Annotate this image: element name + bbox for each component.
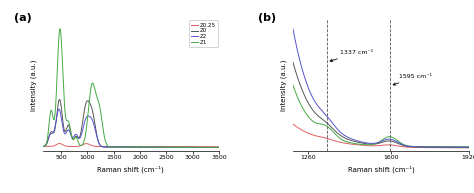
Z0.25	[185, 146, 191, 148]
Z2	[72, 134, 78, 136]
Z2	[216, 146, 222, 149]
Z2	[155, 146, 160, 149]
Text: (b): (b)	[258, 13, 276, 23]
Z1	[72, 137, 78, 139]
Z0.25	[172, 146, 177, 148]
X-axis label: Raman shift (cm⁻¹): Raman shift (cm⁻¹)	[98, 165, 164, 173]
Z2	[185, 146, 191, 149]
Z0	[172, 146, 177, 148]
Z2	[107, 146, 113, 148]
Z0	[40, 145, 46, 148]
Z0.25	[107, 145, 113, 148]
Line: Z1: Z1	[43, 29, 219, 147]
Y-axis label: Intensity (a.u.): Intensity (a.u.)	[281, 59, 287, 111]
Z0	[185, 146, 191, 148]
Z1	[172, 146, 177, 148]
Z1	[40, 145, 46, 148]
Z0	[107, 146, 113, 148]
Legend: Z0.25, Z0, Z2, Z1: Z0.25, Z0, Z2, Z1	[189, 20, 218, 47]
Line: Z2: Z2	[43, 109, 219, 148]
Text: (a): (a)	[14, 13, 32, 23]
Z0.25	[155, 146, 160, 148]
Z2	[172, 146, 177, 149]
Z0	[155, 146, 160, 148]
Z0.25	[72, 145, 78, 148]
Z0	[72, 136, 78, 139]
Text: 1595 cm⁻¹: 1595 cm⁻¹	[393, 74, 432, 85]
Z1	[57, 28, 63, 30]
Z0	[56, 98, 62, 101]
Z0	[146, 146, 151, 148]
Z0.25	[40, 145, 46, 148]
Z0.25	[216, 146, 222, 148]
Z1	[155, 146, 160, 148]
Z0.25	[56, 142, 62, 145]
Z0.25	[146, 146, 151, 148]
Z2	[146, 146, 151, 148]
X-axis label: Raman shift (cm⁻¹): Raman shift (cm⁻¹)	[348, 165, 414, 173]
Z2	[40, 146, 46, 148]
Z1	[185, 146, 191, 148]
Z0	[216, 146, 222, 149]
Line: Z0: Z0	[43, 99, 219, 147]
Z1	[146, 146, 151, 148]
Y-axis label: Intensity (a.u.): Intensity (a.u.)	[31, 59, 37, 111]
Z2	[56, 108, 62, 110]
Z1	[107, 146, 113, 148]
Z1	[216, 146, 222, 149]
Text: 1337 cm⁻¹: 1337 cm⁻¹	[330, 50, 373, 62]
Line: Z0.25: Z0.25	[43, 144, 219, 147]
